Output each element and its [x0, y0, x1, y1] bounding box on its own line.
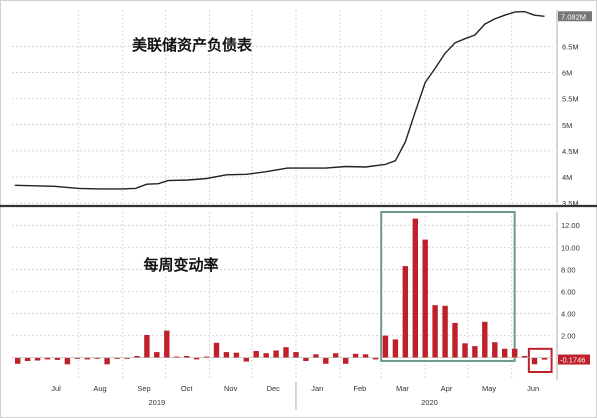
weekly-change-bar — [184, 356, 190, 358]
weekly-change-bar — [233, 352, 240, 358]
weekly-change-bar — [64, 357, 71, 365]
weekly-change-bar — [512, 348, 518, 358]
surge-box — [380, 211, 516, 362]
x-month-label: Nov — [224, 384, 238, 393]
x-year-label: 2019 — [148, 398, 165, 407]
weekly-change-bar — [392, 339, 399, 358]
axis-layer: 3.5M4M4.5M5M5.5M6M6.5M0.002.004.006.008.… — [0, 10, 597, 410]
weekly-change-bar — [273, 350, 279, 358]
weekly-change-bar — [24, 357, 31, 361]
highlight-layer — [380, 211, 553, 373]
weekly-change-bar — [34, 357, 41, 361]
weekly-change-bar — [193, 357, 200, 360]
weekly-change-bar — [541, 357, 548, 360]
weekly-change-bar — [124, 357, 130, 359]
balance-sheet-line — [14, 10, 545, 190]
last-bar-box — [527, 347, 553, 373]
top-last-value-label: 7.082M — [561, 12, 586, 21]
weekly-change-bar — [54, 357, 61, 360]
x-year-label: 2020 — [421, 398, 438, 407]
weekly-change-bar — [402, 266, 408, 358]
weekly-change-bar — [203, 356, 210, 358]
weekly-change-bar — [531, 357, 538, 365]
weekly-change-bar — [422, 239, 428, 358]
weekly-change-bar — [372, 357, 379, 360]
weekly-change-bar — [74, 357, 80, 359]
x-month-label: Mar — [396, 384, 409, 393]
weekly-change-bar — [243, 357, 249, 362]
bottom-chart-title: 每周变动率 — [143, 256, 218, 274]
weekly-change-bar — [352, 353, 359, 358]
weekly-change-bar — [462, 343, 468, 358]
weekly-change-bar — [253, 351, 259, 358]
x-month-label: Dec — [267, 384, 281, 393]
weekly-change-bar — [303, 357, 309, 361]
weekly-change-bar — [114, 357, 120, 359]
line-layer — [14, 10, 545, 190]
weekly-change-bar — [492, 342, 498, 358]
weekly-change-bar — [213, 342, 220, 358]
weekly-change-bar — [502, 348, 508, 358]
bottom-y-tick-label: 10.00 — [561, 243, 580, 252]
bottom-last-value-tag — [558, 354, 590, 365]
bottom-last-value-label: -0.1746 — [560, 356, 585, 365]
weekly-change-bar — [84, 357, 90, 360]
weekly-change-bar — [44, 357, 51, 360]
top-y-tick-label: 5M — [562, 121, 572, 130]
top-y-tick-label: 5.5M — [562, 95, 579, 104]
weekly-change-bar — [362, 354, 369, 358]
weekly-change-bar — [15, 357, 21, 364]
weekly-change-bar — [482, 321, 488, 358]
weekly-change-bar — [263, 353, 269, 358]
x-month-label: Feb — [353, 384, 366, 393]
x-month-label: May — [482, 384, 496, 393]
weekly-change-bar — [164, 330, 170, 358]
top-y-tick-label: 4.5M — [562, 147, 579, 156]
top-y-tick-label: 6.5M — [562, 43, 579, 52]
top-y-tick-label: 3.5M — [562, 199, 579, 208]
bottom-y-tick-label: 12.00 — [561, 221, 580, 230]
weekly-change-bar — [323, 357, 329, 364]
weekly-change-bar — [283, 347, 289, 358]
weekly-change-bar — [174, 356, 180, 358]
weekly-change-bar — [94, 357, 100, 359]
bottom-y-tick-label: 2.00 — [561, 332, 576, 341]
weekly-change-bar — [432, 305, 438, 358]
weekly-change-bar — [313, 354, 319, 358]
weekly-change-bar — [472, 346, 478, 358]
top-chart-title: 美联储资产负债表 — [132, 36, 253, 54]
x-month-label: Jun — [527, 384, 539, 393]
x-month-label: Jul — [51, 384, 61, 393]
x-month-label: Oct — [181, 384, 194, 393]
bottom-y-tick-label: 8.00 — [561, 265, 576, 274]
weekly-change-bar — [521, 356, 528, 358]
weekly-change-bar — [104, 357, 110, 365]
weekly-change-bar — [442, 305, 448, 358]
bottom-y-tick-label: 4.00 — [561, 310, 576, 319]
x-month-label: Sep — [137, 384, 150, 393]
x-month-label: Jan — [311, 384, 323, 393]
weekly-change-bar — [154, 352, 160, 358]
weekly-change-bar — [144, 335, 150, 358]
weekly-change-bar — [333, 353, 339, 358]
x-month-label: Aug — [93, 384, 106, 393]
weekly-change-bar — [293, 352, 299, 358]
weekly-change-bar — [343, 357, 349, 364]
weekly-change-bar — [412, 218, 418, 358]
weekly-change-bar — [452, 322, 458, 358]
bar-layer — [15, 218, 548, 365]
weekly-change-bar — [223, 352, 230, 358]
weekly-change-bar — [382, 335, 389, 358]
x-month-label: Apr — [441, 384, 453, 393]
bottom-y-tick-label: 6.00 — [561, 287, 576, 296]
top-y-tick-label: 4M — [562, 173, 572, 182]
top-y-tick-label: 6M — [562, 69, 572, 78]
top-last-value-tag — [558, 11, 592, 22]
weekly-change-bar — [134, 356, 140, 358]
